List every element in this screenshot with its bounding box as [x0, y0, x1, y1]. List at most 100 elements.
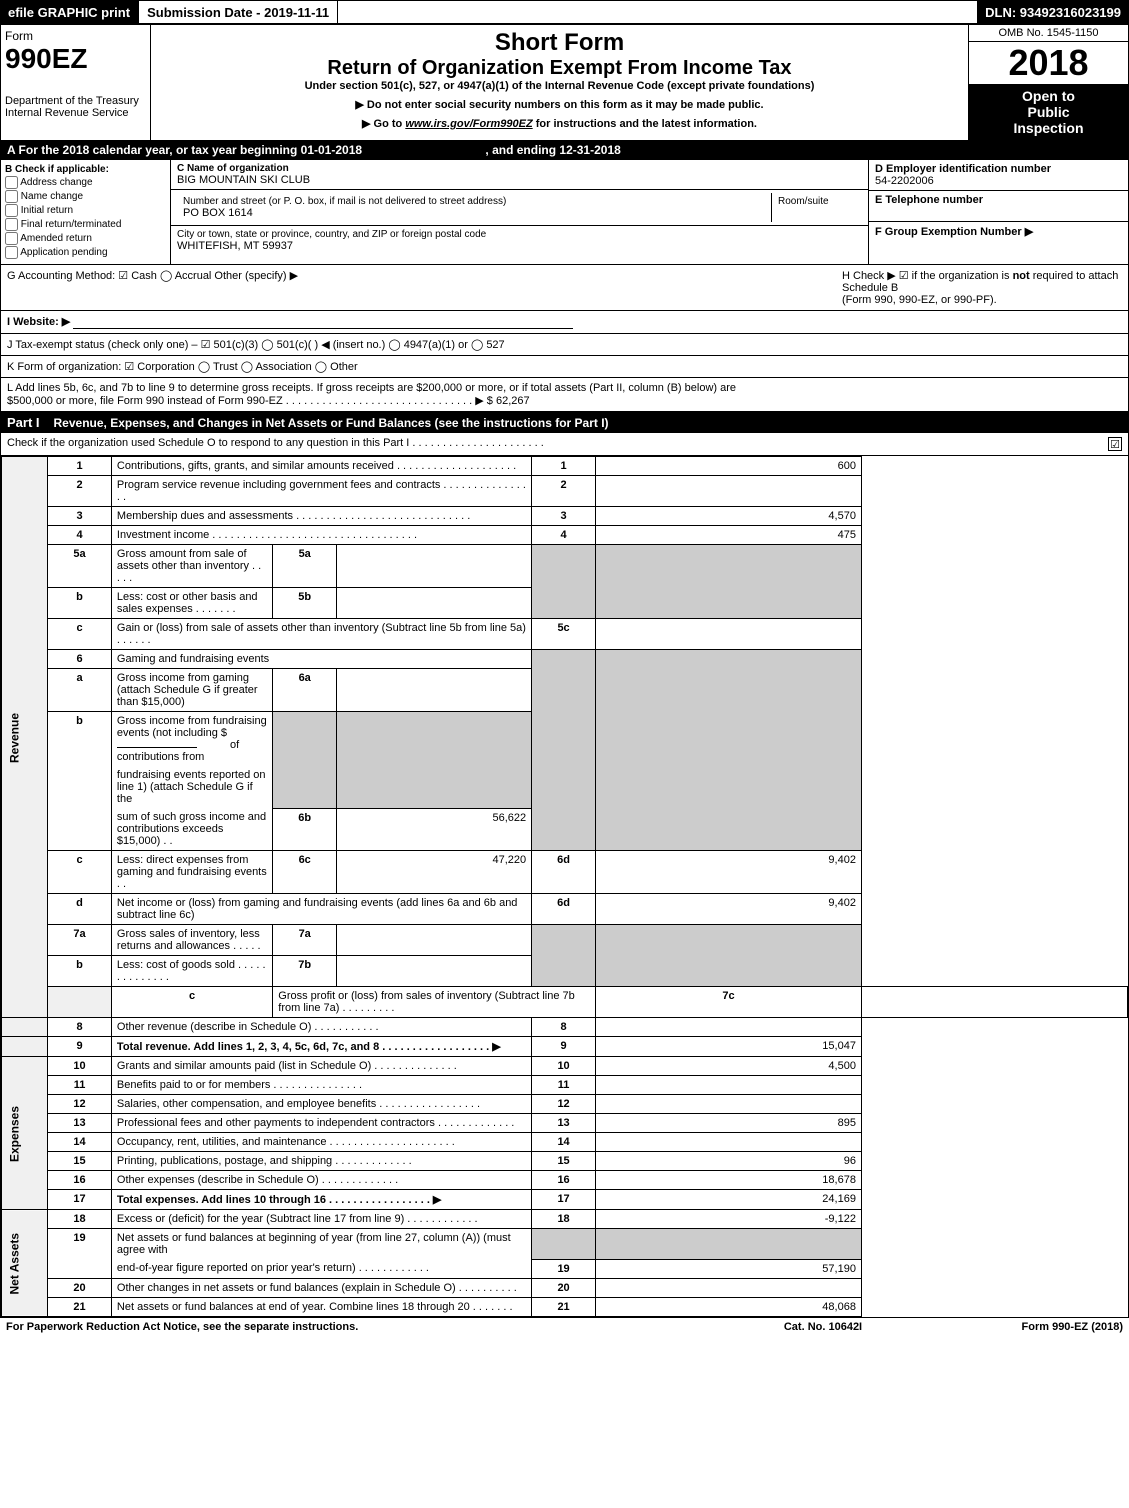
l6b-desc1: Gross income from fundraising events (no… — [111, 712, 272, 767]
l5b-mn: 5b — [273, 588, 337, 619]
opt-amended-return[interactable]: Amended return — [5, 232, 166, 245]
l10-rval: 4,500 — [595, 1057, 861, 1076]
l17-desc: Total expenses. Add lines 10 through 16 … — [111, 1190, 531, 1210]
line-21: 21 Net assets or fund balances at end of… — [2, 1297, 1128, 1316]
opt-name-change[interactable]: Name change — [5, 190, 166, 203]
l12-rnum: 12 — [532, 1095, 596, 1114]
opt-address-change[interactable]: Address change — [5, 176, 166, 189]
line-1: Revenue 1 Contributions, gifts, grants, … — [2, 457, 1128, 476]
l7a-mv — [337, 925, 532, 956]
rev-spacer — [48, 987, 112, 1018]
l20-num: 20 — [48, 1278, 112, 1297]
l4-desc: Investment income . . . . . . . . . . . … — [111, 526, 531, 545]
l6b-num: b — [48, 712, 112, 851]
l8-rval — [595, 1018, 861, 1037]
l6-shade — [532, 650, 596, 851]
l5a-desc: Gross amount from sale of assets other t… — [111, 545, 272, 588]
l2-rval — [595, 476, 861, 507]
goto-post: for instructions and the latest informat… — [533, 118, 757, 130]
l15-rnum: 15 — [532, 1152, 596, 1171]
short-form-title: Short Form — [159, 29, 960, 57]
part1-label: Part I — [7, 415, 54, 430]
l5c-rnum: 5c — [532, 619, 596, 650]
l21-rnum: 21 — [532, 1297, 596, 1316]
page-footer: For Paperwork Reduction Act Notice, see … — [0, 1318, 1129, 1336]
l12-rval — [595, 1095, 861, 1114]
line-8: 8 Other revenue (describe in Schedule O)… — [2, 1018, 1128, 1037]
l20-desc: Other changes in net assets or fund bala… — [111, 1278, 531, 1297]
l11-num: 11 — [48, 1076, 112, 1095]
line-7c: c Gross profit or (loss) from sales of i… — [2, 987, 1128, 1018]
l9-rnum: 9 — [532, 1037, 596, 1057]
city-label: City or town, state or province, country… — [177, 229, 862, 240]
side-expenses: Expenses — [2, 1057, 48, 1210]
l6a-num: a — [48, 669, 112, 712]
efile-print[interactable]: efile GRAPHIC print — [0, 0, 138, 24]
website-row: I Website: ▶ — [1, 311, 1128, 334]
l11-rnum: 11 — [532, 1076, 596, 1095]
l7b-num: b — [48, 956, 112, 987]
h-text1: H Check ▶ ☑ if the organization is — [842, 270, 1013, 282]
l15-rval: 96 — [595, 1152, 861, 1171]
opt-initial-return[interactable]: Initial return — [5, 204, 166, 217]
l19-num: 19 — [48, 1229, 112, 1279]
l16-num: 16 — [48, 1171, 112, 1190]
l19-desc2: end-of-year figure reported on prior yea… — [111, 1259, 531, 1278]
opt-final-return[interactable]: Final return/terminated — [5, 218, 166, 231]
irs-link[interactable]: www.irs.gov/Form990EZ — [405, 118, 532, 130]
l5-shade — [532, 545, 596, 619]
l17-num: 17 — [48, 1190, 112, 1210]
submission-date: Submission Date - 2019-11-11 — [138, 0, 338, 24]
goto-line: ▶ Go to www.irs.gov/Form990EZ for instru… — [159, 117, 960, 130]
l17-rval: 24,169 — [595, 1190, 861, 1210]
part1-check[interactable]: ☑ — [1108, 437, 1122, 451]
l1-num: 1 — [48, 457, 112, 476]
line-5c: c Gain or (loss) from sale of assets oth… — [2, 619, 1128, 650]
l1-rnum: 1 — [532, 457, 596, 476]
header-right: OMB No. 1545-1150 2018 Open to Public In… — [968, 25, 1128, 140]
l8-desc: Other revenue (describe in Schedule O) .… — [111, 1018, 531, 1037]
row-gh: G Accounting Method: ☑ Cash ◯ Accrual Ot… — [1, 265, 1128, 311]
l10-num: 10 — [48, 1057, 112, 1076]
l14-desc: Occupancy, rent, utilities, and maintena… — [111, 1133, 531, 1152]
line-17: 17 Total expenses. Add lines 10 through … — [2, 1190, 1128, 1210]
org-address: PO BOX 1614 — [183, 207, 765, 219]
l5c-rval — [595, 619, 861, 650]
l6b-desc3: sum of such gross income and contributio… — [111, 808, 272, 851]
line-19a: 19 Net assets or fund balances at beginn… — [2, 1229, 1128, 1260]
website-label: I Website: ▶ — [7, 316, 70, 328]
line-3: 3 Membership dues and assessments . . . … — [2, 507, 1128, 526]
l5a-mn: 5a — [273, 545, 337, 588]
l6c-mn: 6c — [273, 851, 337, 894]
part1-subtext: Check if the organization used Schedule … — [7, 437, 1108, 451]
l6b-shade — [273, 712, 337, 809]
part1-sub: Check if the organization used Schedule … — [1, 433, 1128, 456]
line-15: 15 Printing, publications, postage, and … — [2, 1152, 1128, 1171]
lines-table: Revenue 1 Contributions, gifts, grants, … — [1, 456, 1128, 1317]
footer-cat: Cat. No. 10642I — [723, 1321, 923, 1333]
l19-shade — [532, 1229, 596, 1260]
open-line1: Open to — [973, 88, 1124, 104]
l3-rnum: 3 — [532, 507, 596, 526]
l2-desc: Program service revenue including govern… — [111, 476, 531, 507]
open-line2: Public — [973, 104, 1124, 120]
l19-desc1: Net assets or fund balances at beginning… — [111, 1229, 531, 1260]
return-title: Return of Organization Exempt From Incom… — [159, 57, 960, 80]
l1-desc: Contributions, gifts, grants, and simila… — [111, 457, 531, 476]
side-netassets: Net Assets — [2, 1210, 48, 1317]
schedule-b-check: H Check ▶ ☑ if the organization is not r… — [842, 269, 1122, 306]
l7c-rnum: 7c — [595, 987, 861, 1018]
l7a-mn: 7a — [273, 925, 337, 956]
l3-desc: Membership dues and assessments . . . . … — [111, 507, 531, 526]
l16-rval: 18,678 — [595, 1171, 861, 1190]
period-a: A For the 2018 calendar year, or tax yea… — [7, 143, 362, 157]
opt-application-pending[interactable]: Application pending — [5, 246, 166, 259]
l5b-desc: Less: cost or other basis and sales expe… — [111, 588, 272, 619]
omb-number: OMB No. 1545-1150 — [969, 25, 1128, 42]
l5c-desc: Gain or (loss) from sale of assets other… — [111, 619, 531, 650]
line-6: 6 Gaming and fundraising events — [2, 650, 1128, 669]
ssn-warning: ▶ Do not enter social security numbers o… — [159, 98, 960, 111]
l2-num: 2 — [48, 476, 112, 507]
l6b-mv: 56,622 — [337, 808, 532, 851]
form-container: Form 990EZ Department of the Treasury In… — [0, 24, 1129, 1318]
